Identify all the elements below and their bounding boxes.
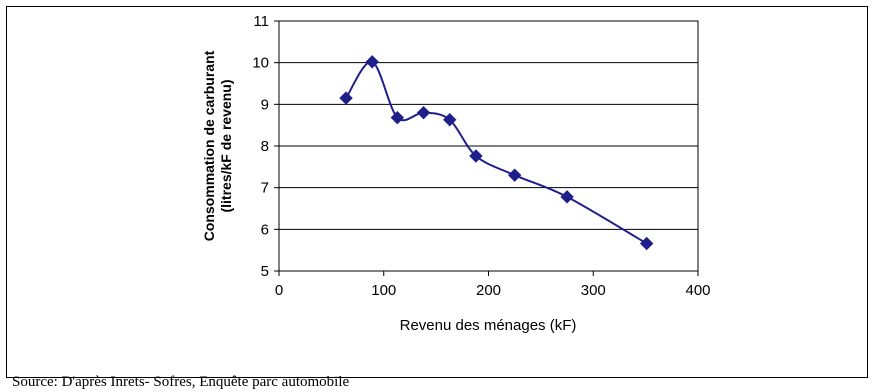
data-point-4 [443,113,457,127]
y-tick-label-10: 10 [252,55,269,72]
data-point-2 [390,110,405,125]
x-tick-label-400: 400 [685,282,710,299]
source-note: Source: D'après Inrets- Sofres, Enquête … [12,374,350,390]
y-tick-label-11: 11 [253,13,269,30]
y-tick-label-8: 8 [261,138,269,155]
x-tick-label-200: 200 [476,282,501,299]
x-axis-label: Revenu des ménages (kF) [400,317,577,334]
line-chart: 5 6 7 8 9 10 11 0 100 200 300 400 Consommation de … [201,13,711,334]
y-axis-label: Consommation de carburant (litres/kF de … [201,50,234,241]
x-tick-label-0: 0 [275,282,283,299]
x-tick-label-100: 100 [371,282,396,299]
y-axis-label-line-2: (litres/kF de revenu) [218,79,234,212]
y-tick-label-6: 6 [261,221,269,238]
y-axis-label-line-1: Consommation de carburant [201,50,217,241]
data-point-0 [339,91,353,105]
data-point-1 [365,55,379,69]
chart-frame: 5 6 7 8 9 10 11 0 100 200 300 400 Consommation de … [6,6,868,378]
y-tick-label-5: 5 [261,263,269,280]
data-point-8 [639,236,654,251]
y-tick-label-9: 9 [261,96,269,113]
data-point-7 [560,190,574,204]
data-point-5 [469,149,483,163]
data-point-3 [416,105,431,120]
y-tick-label-7: 7 [261,180,269,197]
x-tick-label-300: 300 [581,282,606,299]
data-point-6 [507,168,522,182]
